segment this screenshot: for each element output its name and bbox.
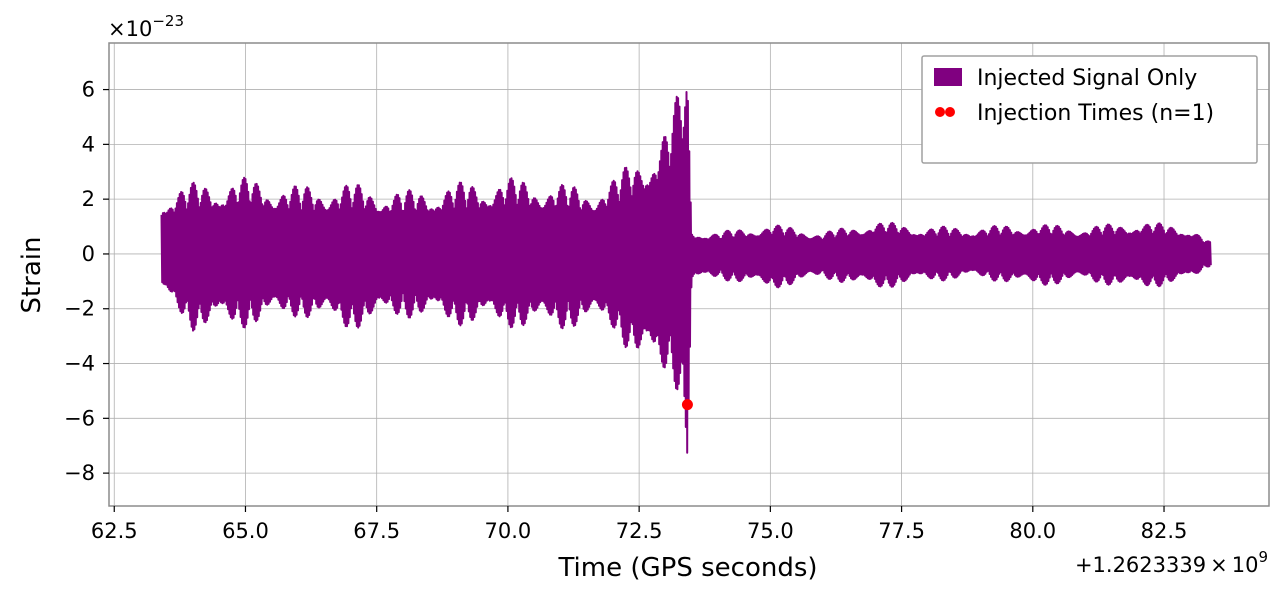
marker-layer <box>681 399 693 411</box>
y-tick-label: 6 <box>82 78 95 102</box>
series-layer <box>160 91 1212 454</box>
x-tick-label: 65.0 <box>222 519 269 543</box>
legend-marker-injection-times <box>945 107 955 117</box>
x-offset-label: +1.2623339 × 109 <box>1075 548 1268 577</box>
x-offset-times: × <box>1210 553 1228 577</box>
x-offset-base: 10 <box>1232 553 1259 577</box>
y-scale-prefix: ×10 <box>108 17 152 41</box>
x-tick-label: 77.5 <box>878 519 925 543</box>
y-tick-label: −2 <box>64 297 95 321</box>
y-scale-label: ×10−23 <box>108 12 184 41</box>
axis-ticks: 62.5 65.0 67.5 70.0 72.5 75.0 77.5 80.0 82.5 −8 −6… <box>64 78 1187 543</box>
legend-frame <box>921 55 1258 164</box>
y-tick-label: 2 <box>82 187 95 211</box>
legend-label-injected-signal: Injected Signal Only <box>977 66 1197 91</box>
y-tick-label: −6 <box>64 406 95 430</box>
y-tick-label: 4 <box>82 132 95 156</box>
x-tick-label: 62.5 <box>91 519 138 543</box>
legend-swatch-injected-signal <box>934 68 962 86</box>
legend: Injected Signal Only Injection Times (n=… <box>921 55 1258 164</box>
y-tick-label: −4 <box>64 352 95 376</box>
x-tick-label: 67.5 <box>353 519 400 543</box>
y-scale-exponent: −23 <box>152 12 184 30</box>
x-axis-label: Time (GPS seconds) <box>557 553 817 583</box>
x-tick-label: 72.5 <box>616 519 663 543</box>
x-tick-label: 80.0 <box>1009 519 1056 543</box>
x-tick-label: 75.0 <box>747 519 794 543</box>
x-tick-label: 70.0 <box>485 519 532 543</box>
y-tick-label: −8 <box>64 461 95 485</box>
legend-marker-injection-times <box>935 107 945 117</box>
y-axis-label: Strain <box>17 236 47 313</box>
x-offset-exponent: 9 <box>1258 548 1268 566</box>
x-tick-label: 82.5 <box>1141 519 1188 543</box>
plot-frame <box>108 42 1270 507</box>
injection-time-point <box>681 399 693 411</box>
x-offset-main: +1.2623339 <box>1075 553 1206 577</box>
legend-label-injection-times: Injection Times (n=1) <box>977 101 1214 126</box>
y-tick-label: 0 <box>82 242 95 266</box>
series-injected-signal-line <box>160 91 1212 454</box>
